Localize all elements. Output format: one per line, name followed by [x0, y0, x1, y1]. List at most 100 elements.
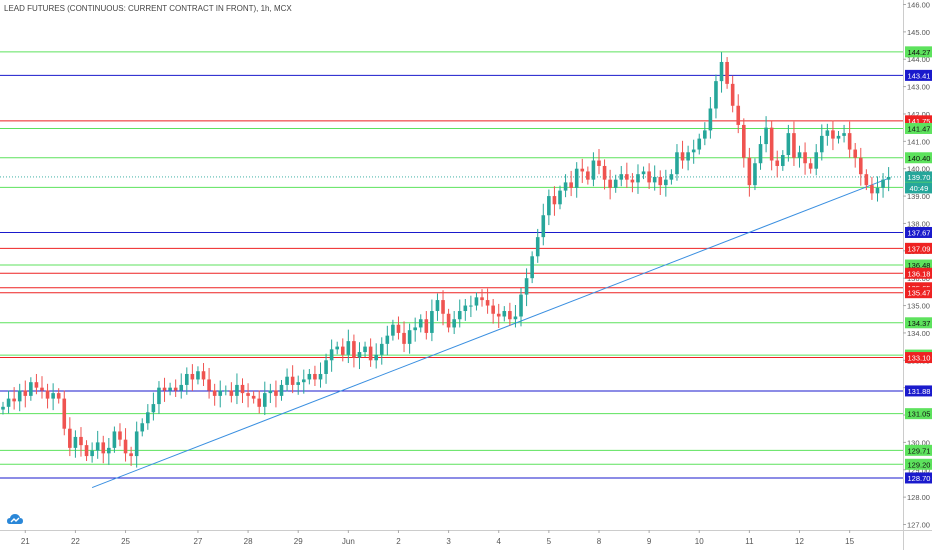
x-tick-label: 27 [193, 537, 202, 546]
candle-body [524, 278, 529, 295]
y-tick-label: 128.00 [907, 493, 930, 502]
price-label-bg [905, 115, 932, 127]
y-tick-label: 130.00 [907, 438, 930, 447]
price-label: 139.70 [908, 173, 931, 182]
price-label: 133.10 [908, 354, 931, 363]
candle-body [719, 61, 724, 82]
price-label: 135.47 [908, 289, 931, 298]
candle-body [875, 187, 880, 194]
candle-body [357, 352, 362, 358]
x-tick-label: 9 [647, 537, 652, 546]
candle-body [329, 349, 334, 361]
price-label: 129.20 [908, 460, 931, 469]
candle-body [413, 327, 417, 331]
candle-body [842, 133, 846, 136]
price-label-bg [905, 69, 932, 81]
x-tick-label: Jun [342, 537, 355, 546]
candles [1, 52, 891, 468]
price-label: 141.47 [908, 124, 931, 133]
candle-body [736, 105, 741, 125]
candle-body [402, 332, 406, 344]
candle-body [686, 152, 690, 161]
x-tick-label: 11 [745, 537, 754, 546]
x-tick-label: 28 [244, 537, 253, 546]
candle-body [491, 305, 495, 314]
candle-body [363, 346, 367, 353]
candle-body [318, 373, 323, 380]
candle-body [781, 155, 785, 166]
price-label-bg [905, 46, 932, 58]
candle-body [84, 445, 89, 457]
candle-body [641, 171, 646, 175]
x-tick-label: 15 [845, 537, 854, 546]
candle-body [452, 319, 456, 328]
horizontal-levels [0, 51, 903, 479]
y-tick-label: 143.00 [907, 83, 930, 92]
candle-body [179, 384, 184, 391]
candle-body [613, 179, 618, 188]
price-label-bg [905, 122, 932, 134]
candle-body [56, 393, 61, 399]
candle-body [552, 196, 557, 205]
x-tick-label: 8 [597, 537, 602, 546]
x-tick-label: 5 [547, 537, 552, 546]
candle-body [17, 390, 22, 402]
candle-body [769, 127, 774, 161]
price-label: 134.37 [908, 319, 931, 328]
candle-body [563, 182, 568, 191]
candle-body [819, 135, 824, 153]
candle-body [51, 393, 55, 399]
price-label-bg [905, 385, 932, 397]
candle-body [730, 83, 735, 106]
candle-body [112, 431, 117, 448]
candle-body [90, 450, 94, 457]
price-label: 141.75 [908, 117, 931, 126]
x-tick-label: 2 [396, 537, 401, 546]
candle-body [279, 384, 284, 396]
candle-body [129, 453, 133, 457]
candle-body [530, 256, 534, 279]
candle-body [853, 149, 858, 158]
candle-body [201, 371, 206, 380]
trendline [91, 177, 889, 489]
candle-body [190, 373, 195, 380]
candle-body [391, 324, 395, 336]
candle-body [658, 176, 663, 186]
price-label: 137.67 [908, 228, 931, 237]
y-tick-label: 138.00 [907, 219, 930, 228]
candle-body [118, 431, 122, 440]
trendline-layer [91, 177, 889, 489]
candle-body [73, 436, 78, 448]
candle-body [803, 152, 807, 164]
x-tick-label: 4 [497, 537, 502, 546]
price-label-bg [905, 267, 932, 279]
candle-body [580, 168, 585, 172]
y-tick-label: 144.00 [907, 55, 930, 64]
price-label: 140.40 [908, 154, 931, 163]
candle-body [647, 171, 651, 183]
candle-body [162, 387, 167, 391]
candle-body [173, 387, 178, 391]
x-tick-label: 21 [21, 537, 30, 546]
price-label: 143.41 [908, 71, 931, 80]
candle-body [218, 390, 223, 396]
time-axis: 21 22 25 27 28 29 Jun 2 3 4 5 8 9 10 11 12 15 [21, 530, 855, 546]
candle-body [157, 387, 161, 405]
price-label: 137.09 [908, 244, 931, 253]
candle-body [379, 343, 384, 355]
candle-body [123, 439, 128, 454]
price-label-bg [905, 171, 932, 183]
candle-body [480, 297, 484, 301]
candle-body [591, 160, 596, 180]
candle-body [196, 371, 200, 380]
candle-body [513, 316, 518, 320]
candle-body [168, 387, 172, 391]
tradingview-cloud-icon[interactable] [6, 512, 24, 526]
candle-body [262, 393, 267, 407]
candle-body [240, 384, 245, 394]
candle-body [151, 404, 156, 413]
y-tick-label: 129.00 [907, 466, 930, 475]
candle-body [496, 313, 501, 317]
price-label-bg [905, 444, 932, 456]
